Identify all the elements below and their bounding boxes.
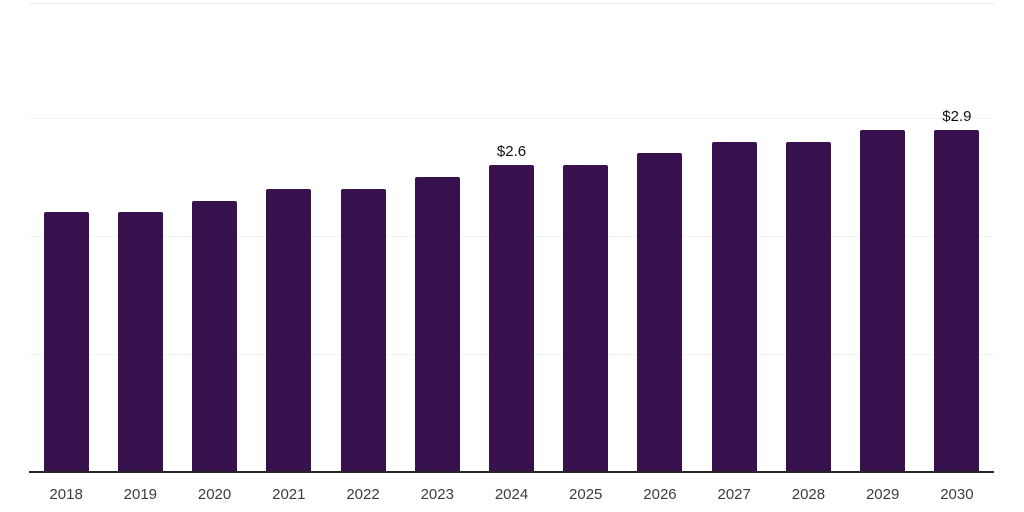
x-tick-label-2025: 2025: [569, 486, 603, 503]
x-tick-label-2028: 2028: [791, 486, 826, 503]
bar-2030: [934, 129, 980, 472]
x-tick-label-2026: 2026: [643, 486, 677, 503]
bar-value-label-2024: $2.6: [496, 143, 527, 161]
x-tick-label-2020: 2020: [197, 486, 232, 503]
bar-2025: [563, 165, 609, 472]
bar-2021: [266, 188, 312, 472]
x-tick-label-2021: 2021: [272, 486, 306, 503]
y-gridline: [29, 118, 994, 119]
x-tick-label-2018: 2018: [49, 486, 83, 503]
bar-value-label-2030: $2.9: [942, 107, 972, 125]
x-axis-line: [29, 471, 994, 473]
x-tick-label-2029: 2029: [865, 486, 900, 503]
x-tick-label-2030: 2030: [940, 486, 974, 503]
bar-2029: [860, 129, 906, 472]
bar-2024: [489, 165, 534, 472]
bar-2022: [340, 188, 386, 472]
x-tick-label-2019: 2019: [123, 486, 158, 503]
x-tick-label-2022: 2022: [346, 486, 380, 503]
bar-2020: [192, 200, 238, 472]
bar-2027: [711, 141, 757, 472]
bar-2019: [117, 212, 163, 472]
x-tick-label-2024: 2024: [494, 486, 529, 503]
x-tick-label-2023: 2023: [420, 486, 454, 503]
x-tick-label-2027: 2027: [717, 486, 751, 503]
bar-2028: [785, 141, 831, 472]
bar-2026: [637, 153, 683, 472]
bar-2023: [414, 177, 460, 472]
bar-2018: [43, 212, 89, 472]
plot-top-border: [29, 3, 994, 4]
